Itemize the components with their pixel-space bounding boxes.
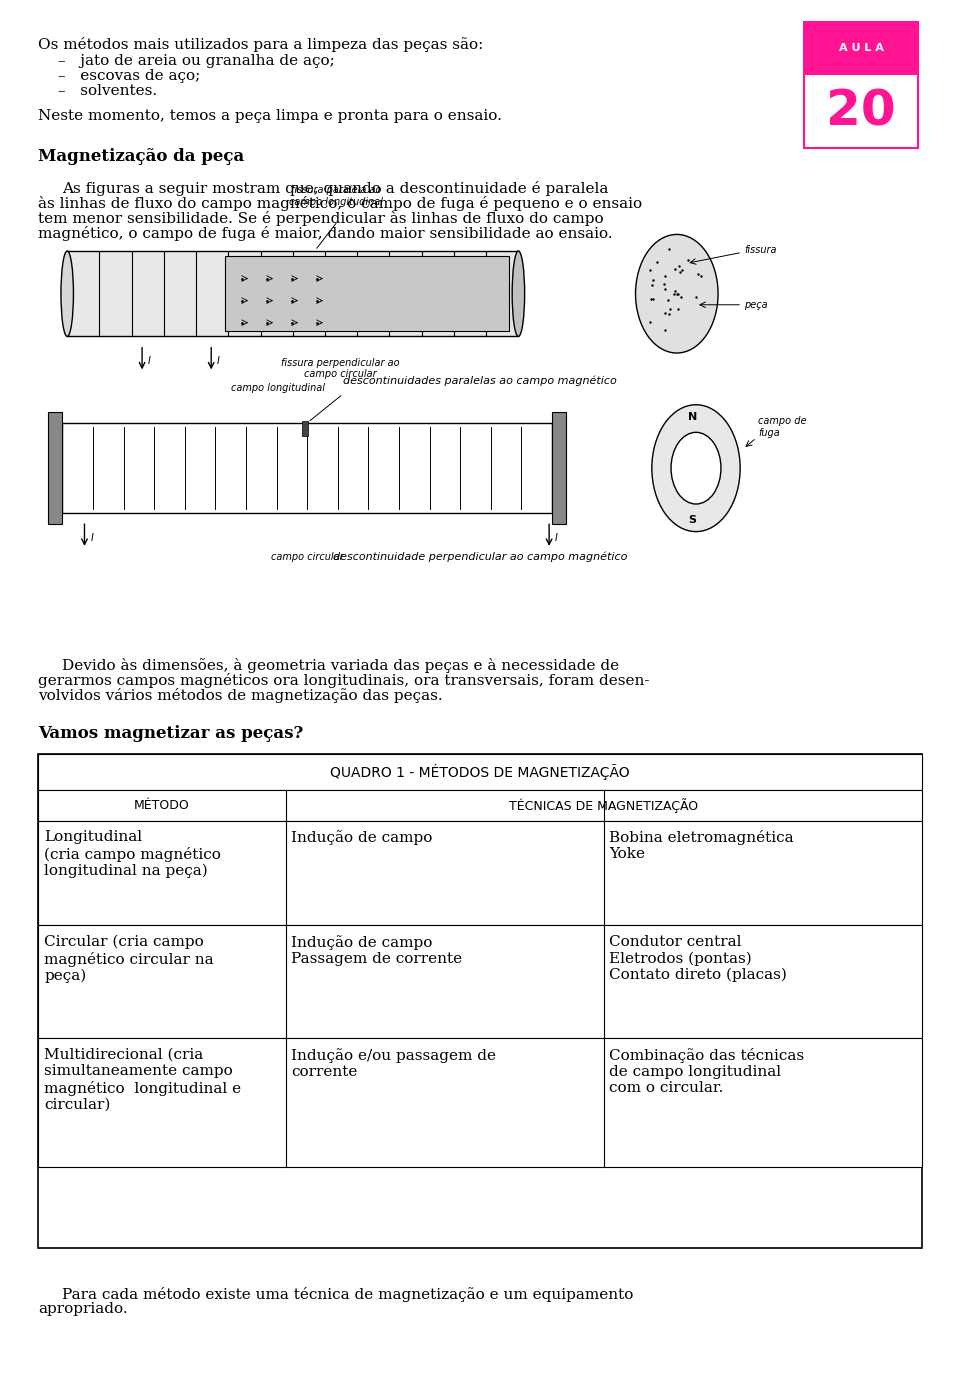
Text: As figuras a seguir mostram que, quando a descontinuidade é paralela: As figuras a seguir mostram que, quando … <box>62 181 609 196</box>
Text: MÉTODO: MÉTODO <box>134 798 190 812</box>
Bar <box>62 423 552 513</box>
Text: magnético, o campo de fuga é maior, dando maior sensibilidade ao ensaio.: magnético, o campo de fuga é maior, dand… <box>38 226 613 241</box>
Text: S: S <box>688 514 696 525</box>
Ellipse shape <box>61 251 73 336</box>
Text: I: I <box>555 532 558 543</box>
Text: Indução de campo
Passagem de corrente: Indução de campo Passagem de corrente <box>292 935 463 967</box>
Text: Neste momento, temos a peça limpa e pronta para o ensaio.: Neste momento, temos a peça limpa e pron… <box>38 109 502 123</box>
Bar <box>38 925 922 1038</box>
Text: –   escovas de aço;: – escovas de aço; <box>58 69 200 83</box>
Ellipse shape <box>513 251 525 336</box>
Bar <box>38 1038 922 1167</box>
Text: Condutor central
Eletrodos (pontas)
Contato direto (placas): Condutor central Eletrodos (pontas) Cont… <box>610 935 787 982</box>
Text: fissura perpendicular ao
campo circular: fissura perpendicular ao campo circular <box>281 357 400 379</box>
Bar <box>225 256 509 331</box>
Text: QUADRO 1 - MÉTODOS DE MAGNETIZAÇÃO: QUADRO 1 - MÉTODOS DE MAGNETIZAÇÃO <box>330 764 630 781</box>
Circle shape <box>636 234 718 353</box>
Text: Vamos magnetizar as peças?: Vamos magnetizar as peças? <box>38 725 303 742</box>
Text: Para cada método existe uma técnica de magnetização e um equipamento: Para cada método existe uma técnica de m… <box>62 1287 634 1302</box>
Text: A U L A: A U L A <box>839 43 883 54</box>
Circle shape <box>671 433 721 505</box>
Text: campo longitudinal: campo longitudinal <box>231 383 325 393</box>
Text: tem menor sensibilidade. Se é perpendicular às linhas de fluxo do campo: tem menor sensibilidade. Se é perpendicu… <box>38 211 604 226</box>
Text: Circular (cria campo
magnético circular na
peça): Circular (cria campo magnético circular … <box>44 935 214 983</box>
Bar <box>38 821 922 925</box>
Bar <box>48 412 62 524</box>
Text: I: I <box>217 356 220 367</box>
Text: peça: peça <box>744 299 768 310</box>
Text: Magnetização da peça: Magnetização da peça <box>38 148 245 164</box>
Text: N: N <box>687 411 697 422</box>
Text: campo circular: campo circular <box>271 552 344 561</box>
Text: –   jato de areia ou granalha de aço;: – jato de areia ou granalha de aço; <box>58 54 334 68</box>
Bar <box>38 754 922 1248</box>
Text: descontinuidades paralelas ao campo magnético: descontinuidades paralelas ao campo magn… <box>343 375 617 386</box>
Text: Indução e/ou passagem de
corrente: Indução e/ou passagem de corrente <box>292 1048 496 1080</box>
Text: I: I <box>90 532 93 543</box>
Text: Combinação das técnicas
de campo longitudinal
com o circular.: Combinação das técnicas de campo longitu… <box>610 1048 804 1095</box>
Bar <box>552 412 566 524</box>
Text: 20: 20 <box>827 88 896 135</box>
Text: I: I <box>148 356 151 367</box>
Bar <box>804 22 918 74</box>
Bar <box>67 251 518 336</box>
Text: Indução de campo: Indução de campo <box>292 830 433 845</box>
Text: descontinuidade perpendicular ao campo magnético: descontinuidade perpendicular ao campo m… <box>333 552 627 563</box>
Text: fissura: fissura <box>744 244 777 255</box>
Text: Os métodos mais utilizados para a limpeza das peças são:: Os métodos mais utilizados para a limpez… <box>38 37 484 52</box>
Bar <box>38 790 922 821</box>
Text: Multidirecional (cria
simultaneamente campo
magnético  longitudinal e
circular): Multidirecional (cria simultaneamente ca… <box>44 1048 241 1111</box>
Bar <box>302 421 308 436</box>
Text: fissura paralela ao
campo longitudinal: fissura paralela ao campo longitudinal <box>289 185 383 207</box>
Text: volvidos vários métodos de magnetização das peças.: volvidos vários métodos de magnetização … <box>38 688 443 703</box>
Text: às linhas de fluxo do campo magnético, o campo de fuga é pequeno e o ensaio: às linhas de fluxo do campo magnético, o… <box>38 196 642 211</box>
Circle shape <box>652 405 740 531</box>
Text: Longitudinal
(cria campo magnético
longitudinal na peça): Longitudinal (cria campo magnético longi… <box>44 830 221 878</box>
Text: Bobina eletromagnética
Yoke: Bobina eletromagnética Yoke <box>610 830 794 862</box>
Bar <box>804 74 918 148</box>
Text: gerarmos campos magnéticos ora longitudinais, ora transversais, foram desen-: gerarmos campos magnéticos ora longitudi… <box>38 673 650 688</box>
Text: campo de
fuga: campo de fuga <box>758 416 807 437</box>
Text: Devido às dimensões, à geometria variada das peças e à necessidade de: Devido às dimensões, à geometria variada… <box>62 658 619 673</box>
Text: TÉCNICAS DE MAGNETIZAÇÃO: TÉCNICAS DE MAGNETIZAÇÃO <box>509 798 698 812</box>
Text: apropriado.: apropriado. <box>38 1302 128 1316</box>
Text: –   solventes.: – solventes. <box>58 84 156 98</box>
Bar <box>38 754 922 790</box>
